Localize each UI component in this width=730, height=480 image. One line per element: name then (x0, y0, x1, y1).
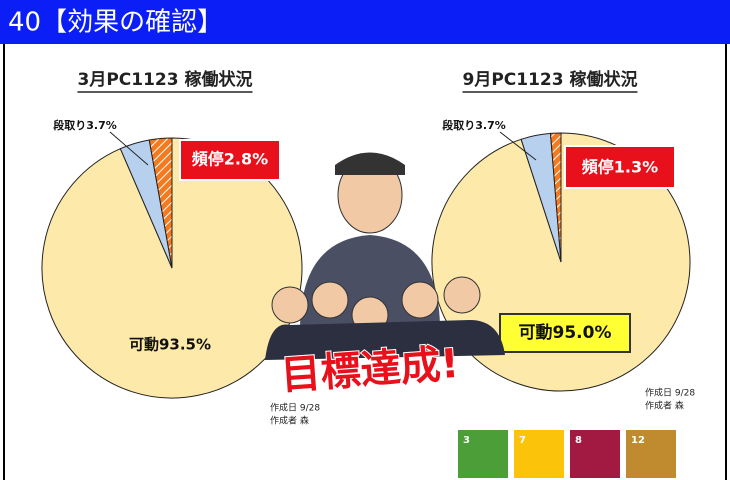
sdg-number: 12 (631, 435, 645, 446)
note: 作成日 9/28 (645, 387, 695, 399)
data-label: 頻停1.3% (582, 158, 658, 177)
figure-head (402, 282, 438, 318)
figure-head (444, 277, 480, 313)
data-label: 可動93.5% (129, 336, 211, 354)
data-label: 段取り3.7% (53, 118, 117, 132)
chart-title: 3月PC1123 稼働状況 (78, 69, 253, 90)
data-label: 頻停2.8% (192, 150, 268, 169)
figure-head (312, 282, 348, 318)
note: 作成者 森 (270, 415, 309, 427)
figure-head (272, 287, 308, 323)
data-label: 可動95.0% (519, 322, 612, 343)
header-title: 40【効果の確認】 (8, 8, 223, 38)
note: 作成日 9/28 (270, 402, 320, 414)
sdg-number: 8 (575, 435, 582, 446)
sdg-number: 7 (519, 435, 526, 446)
note: 作成者 森 (645, 400, 684, 412)
slide: 40【効果の確認】 3月PC1123 稼働状況可動93.5% 段取り3.7% 頻停2… (0, 0, 730, 480)
data-label: 段取り3.7% (442, 118, 506, 132)
sdg-number: 3 (463, 435, 470, 446)
chart-title: 9月PC1123 稼働状況 (463, 69, 638, 90)
